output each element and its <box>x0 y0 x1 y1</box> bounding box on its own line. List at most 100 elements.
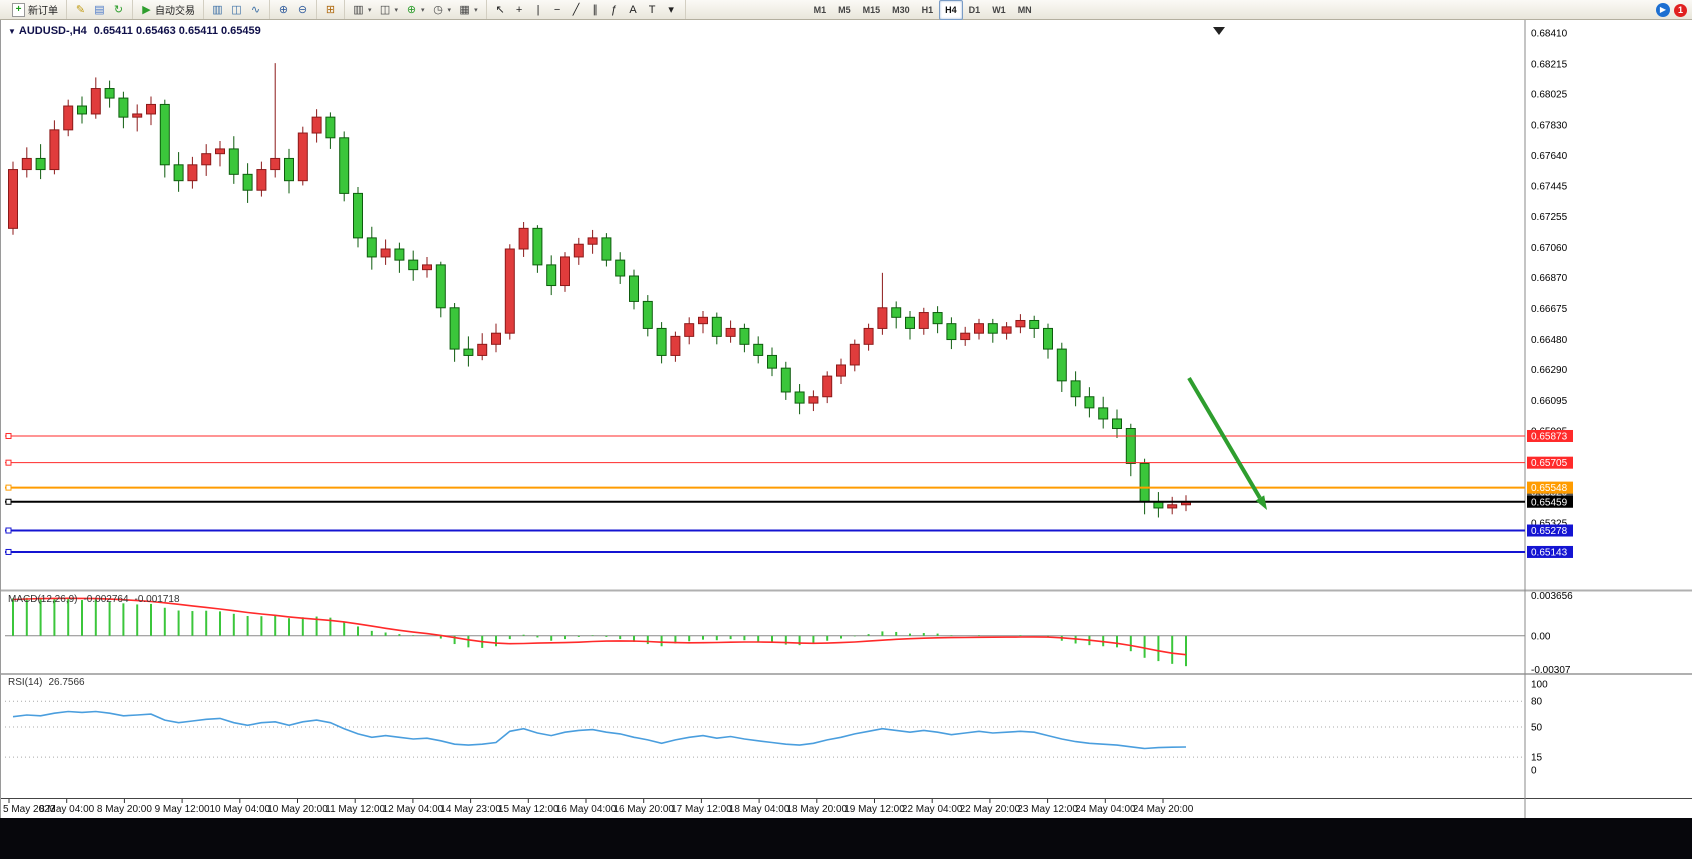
dropdown-arrow-icon[interactable]: ▾ <box>474 6 478 14</box>
timeframe-h1-button[interactable]: H1 <box>921 4 934 15</box>
label-button[interactable]: T <box>643 1 662 19</box>
toolbar-group-autotrading: ▶ 自动交易 <box>133 0 204 19</box>
price-axis-label: 0.66870 <box>1531 273 1568 284</box>
add-indicator-button[interactable]: ⊕ ▾ <box>402 1 429 19</box>
messages-icon[interactable]: ▶ <box>1656 3 1670 17</box>
timeframe-toolbar: M1 M5 M15 M30 H1 H4 D1 W1 MN <box>804 0 1042 20</box>
hline-handle[interactable] <box>5 484 12 491</box>
horizontal-line-icon: − <box>553 3 561 16</box>
shapes-icon: ▾ <box>668 3 674 16</box>
timeframe-mn-button[interactable]: MN <box>1017 4 1032 15</box>
autotrading-button[interactable]: ▶ 自动交易 <box>137 1 199 19</box>
rsi-pane <box>5 700 1525 758</box>
objects-list-button[interactable]: ◫ <box>227 1 246 19</box>
macd-value-signal: -0.001718 <box>134 594 180 605</box>
time-axis-label: 10 May 20:00 <box>267 804 328 815</box>
horizontal-line-button[interactable]: − <box>548 1 567 19</box>
zoom-in-button[interactable]: ⊕ <box>274 1 293 19</box>
timeframe-m15-button[interactable]: M15 <box>862 4 881 15</box>
tile-windows-button[interactable]: ⊞ <box>321 1 340 19</box>
indicators-button[interactable]: ▥ <box>208 1 227 19</box>
rsi-axis-label: 0 <box>1531 766 1537 777</box>
zoom-in-icon: ⊕ <box>278 3 289 16</box>
timeframe-w1-button[interactable]: W1 <box>992 4 1006 15</box>
hline-handle[interactable] <box>5 527 12 534</box>
dropdown-arrow-icon[interactable]: ▾ <box>421 6 425 14</box>
add-indicator-icon: ⊕ <box>406 3 417 16</box>
channel-button[interactable]: ∥ <box>586 1 605 19</box>
bottom-bar <box>0 818 1692 859</box>
channel-icon: ∥ <box>592 3 598 16</box>
timeframe-m30-button[interactable]: M30 <box>892 4 910 15</box>
macd-axis-label: 0.003656 <box>1531 591 1573 602</box>
time-axis-label: 14 May 23:00 <box>440 804 501 815</box>
one-click-trading-toggle[interactable]: ▼ <box>8 27 16 36</box>
candles-layer <box>8 63 1191 518</box>
price-axis-label: 0.67255 <box>1531 212 1568 223</box>
time-axis-label: 22 May 04:00 <box>902 804 963 815</box>
price-axis-label: 0.66290 <box>1531 365 1568 376</box>
time-axis-label: 18 May 20:00 <box>786 804 847 815</box>
trendline-button[interactable]: ╱ <box>567 1 586 19</box>
price-axis-label: 0.66675 <box>1531 304 1568 315</box>
crosshair-button[interactable]: + <box>510 1 529 19</box>
hline-handle[interactable] <box>5 548 12 555</box>
text-button[interactable]: A <box>624 1 643 19</box>
autotrading-icon: ▶ <box>142 3 151 16</box>
chart-canvas[interactable]: 0.68410 0.68215 0.68025 0.67830 0.67640 0.674… <box>1 20 1692 818</box>
price-tag-0.65705 <box>1527 456 1573 469</box>
notification-badge[interactable]: 1 <box>1674 3 1687 17</box>
price-axis-label: 0.68025 <box>1531 90 1568 101</box>
hline-handle[interactable] <box>5 498 12 505</box>
time-axis-label: 24 May 04:00 <box>1075 804 1136 815</box>
macd-name: MACD(12,26,9) <box>8 594 78 605</box>
time-axis-label: 12 May 04:00 <box>383 804 444 815</box>
rsi-axis-label: 50 <box>1531 723 1543 734</box>
candlestick-icon: ◫ <box>379 3 391 16</box>
time-axis-label: 5 May 2023 <box>3 804 56 815</box>
data-window-icon: ∿ <box>250 3 261 16</box>
print-button[interactable]: ▤ <box>90 1 109 19</box>
chart-shift-marker[interactable] <box>1213 27 1225 35</box>
rsi-axis-label: 15 <box>1531 753 1543 764</box>
price-tag-0.65459 <box>1527 495 1573 508</box>
new-order-button[interactable]: + 新订单 <box>8 1 62 19</box>
refresh-button[interactable]: ↻ <box>109 1 128 19</box>
toolbar-group-order: + 新订单 <box>4 0 67 19</box>
trend-arrow-object[interactable] <box>1187 376 1267 510</box>
vertical-line-button[interactable]: | <box>529 1 548 19</box>
print-icon: ▤ <box>94 3 105 16</box>
timeframe-m1-button[interactable]: M1 <box>813 4 827 15</box>
candlestick-chart-button[interactable]: ◫ ▾ <box>376 1 403 19</box>
cursor-button[interactable]: ↖ <box>491 1 510 19</box>
hline-handle[interactable] <box>5 432 12 439</box>
rsi-value: 26.7566 <box>48 677 85 688</box>
shapes-menu-button[interactable]: ▾ <box>662 1 681 19</box>
timeframe-menu-button[interactable]: ◷ ▾ <box>429 1 456 19</box>
price-tag-text: 0.65143 <box>1531 547 1568 558</box>
time-axis-label: 8 May 20:00 <box>97 804 152 815</box>
zoom-out-button[interactable]: ⊖ <box>293 1 312 19</box>
metaeditor-button[interactable]: ✎ <box>71 1 90 19</box>
price-tag-0.65873 <box>1527 429 1573 442</box>
bar-chart-button[interactable]: ▥ ▾ <box>349 1 376 19</box>
toolbar-group-drawing: ↖ + | − ╱ ∥ ƒ A T ▾ <box>487 0 686 19</box>
chart-window: 0.68410 0.68215 0.68025 0.67830 0.67640 0.674… <box>0 20 1692 818</box>
templates-button[interactable]: ▦ ▾ <box>455 1 482 19</box>
timeframe-m5-button[interactable]: M5 <box>838 4 851 15</box>
time-axis-label: 24 May 20:00 <box>1133 804 1194 815</box>
dropdown-arrow-icon[interactable]: ▾ <box>368 6 372 14</box>
data-window-button[interactable]: ∿ <box>246 1 265 19</box>
timeframe-d1-button[interactable]: D1 <box>968 4 981 15</box>
dropdown-arrow-icon[interactable]: ▾ <box>394 6 399 14</box>
price-tag-0.65143 <box>1527 545 1573 558</box>
dropdown-arrow-icon[interactable]: ▾ <box>447 6 452 14</box>
toolbar-group-zoom: ⊕ ⊖ <box>270 0 317 19</box>
price-axis[interactable]: 0.68410 0.68215 0.68025 0.67830 0.67640 0.674… <box>1531 28 1573 776</box>
timeframe-h4-button[interactable]: H4 <box>939 0 963 20</box>
hline-handle[interactable] <box>5 459 12 466</box>
new-order-button-label: 新订单 <box>28 6 58 17</box>
fibonacci-button[interactable]: ƒ <box>605 1 624 19</box>
